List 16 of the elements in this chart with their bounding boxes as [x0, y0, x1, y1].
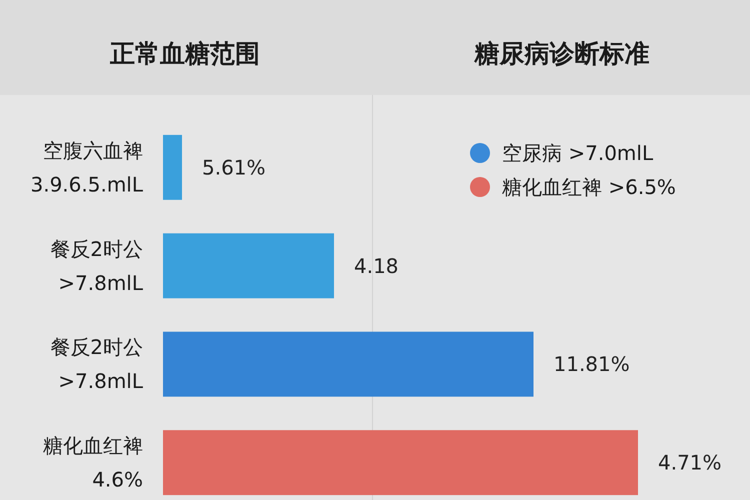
legend-label: 空尿病 >7.0mlL — [502, 141, 654, 165]
bar — [163, 233, 334, 298]
y-tick-label: 空腹六血裨 3.9.6.5.mlL — [30, 138, 144, 196]
text: 4.71% — [658, 450, 722, 475]
bar — [163, 430, 638, 496]
bar — [163, 332, 534, 397]
text: 5.61% — [202, 155, 266, 180]
legend-label: 糖化血红裨 >6.5% — [502, 175, 676, 199]
y-tick-label: 糖化血红裨 4.6% — [43, 434, 143, 492]
chart-title: 正常血糖范围 — [109, 39, 260, 68]
text: 11.81% — [554, 352, 630, 376]
y-tick-label: 餐反2时公 >7.8mlL — [50, 335, 144, 394]
bar — [163, 134, 182, 200]
y-tick-label: 餐反2时公 >7.8mlL — [50, 236, 144, 295]
chart-subtitle: 糖尿病诊断标准 — [474, 39, 650, 68]
text: 4.18 — [354, 254, 399, 278]
